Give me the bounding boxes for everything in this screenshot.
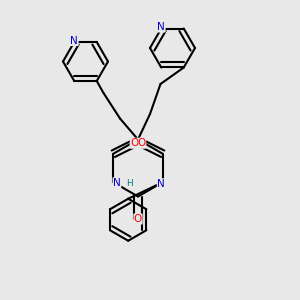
Text: N: N	[70, 35, 78, 46]
Text: O: O	[130, 138, 138, 148]
Text: H: H	[126, 179, 133, 188]
Text: O: O	[138, 138, 146, 148]
Text: N: N	[158, 22, 165, 32]
Text: N: N	[157, 179, 165, 189]
Text: O: O	[134, 214, 142, 224]
Text: N: N	[113, 178, 121, 188]
